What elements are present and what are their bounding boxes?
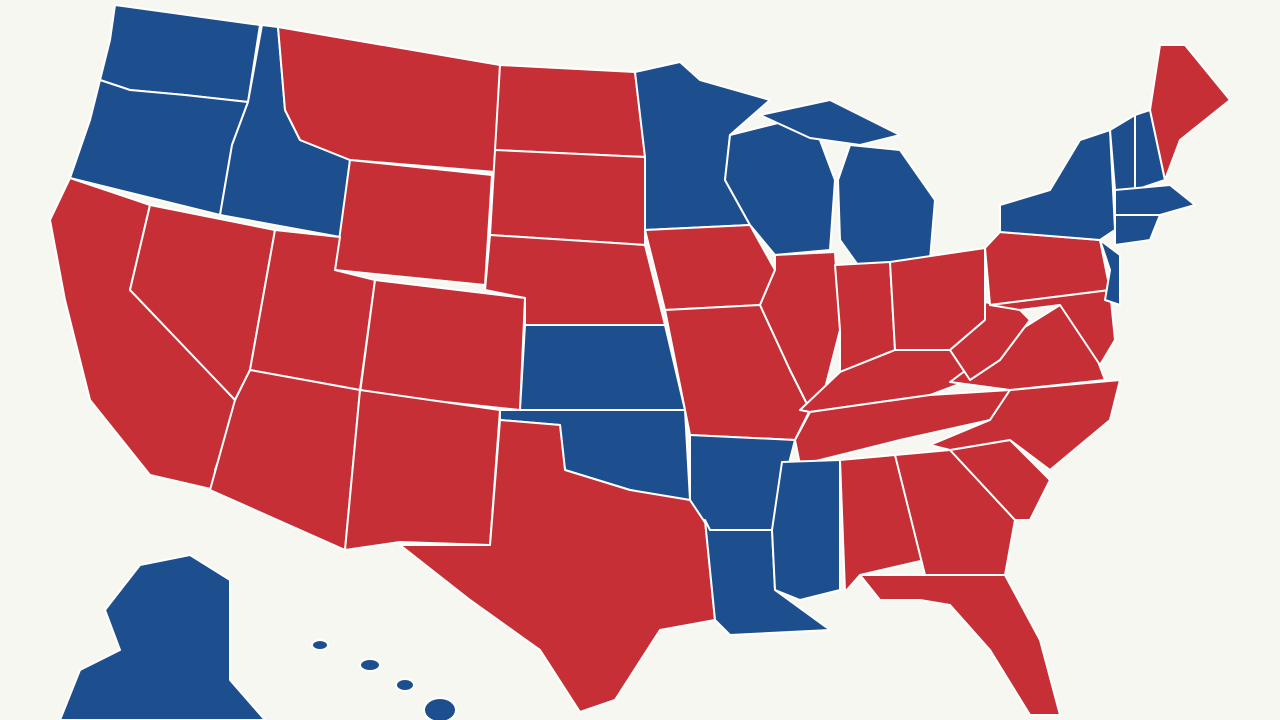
pennsylvania xyxy=(984,231,1111,306)
michigan-upper xyxy=(759,99,901,146)
south-dakota xyxy=(489,149,646,246)
georgia xyxy=(894,449,1016,576)
new-jersey xyxy=(1099,239,1121,306)
island xyxy=(311,639,329,651)
states xyxy=(49,4,1231,720)
colorado xyxy=(359,279,526,411)
new-york xyxy=(999,129,1116,241)
iowa xyxy=(644,224,776,311)
connecticut-rhode-island xyxy=(1114,214,1161,246)
florida xyxy=(859,574,1061,716)
wyoming xyxy=(334,159,493,286)
north-carolina xyxy=(929,379,1121,471)
texas xyxy=(399,419,716,713)
maine xyxy=(1149,44,1231,181)
kansas xyxy=(519,324,686,411)
arizona xyxy=(209,369,361,551)
hawaii xyxy=(311,639,457,720)
north-dakota xyxy=(494,64,646,158)
alaska xyxy=(59,554,266,720)
new-mexico xyxy=(344,389,501,551)
island xyxy=(359,658,381,672)
west-virginia xyxy=(949,301,1031,381)
massachusetts xyxy=(1114,184,1196,216)
island xyxy=(423,697,457,720)
mississippi xyxy=(771,459,841,601)
island xyxy=(395,678,415,692)
